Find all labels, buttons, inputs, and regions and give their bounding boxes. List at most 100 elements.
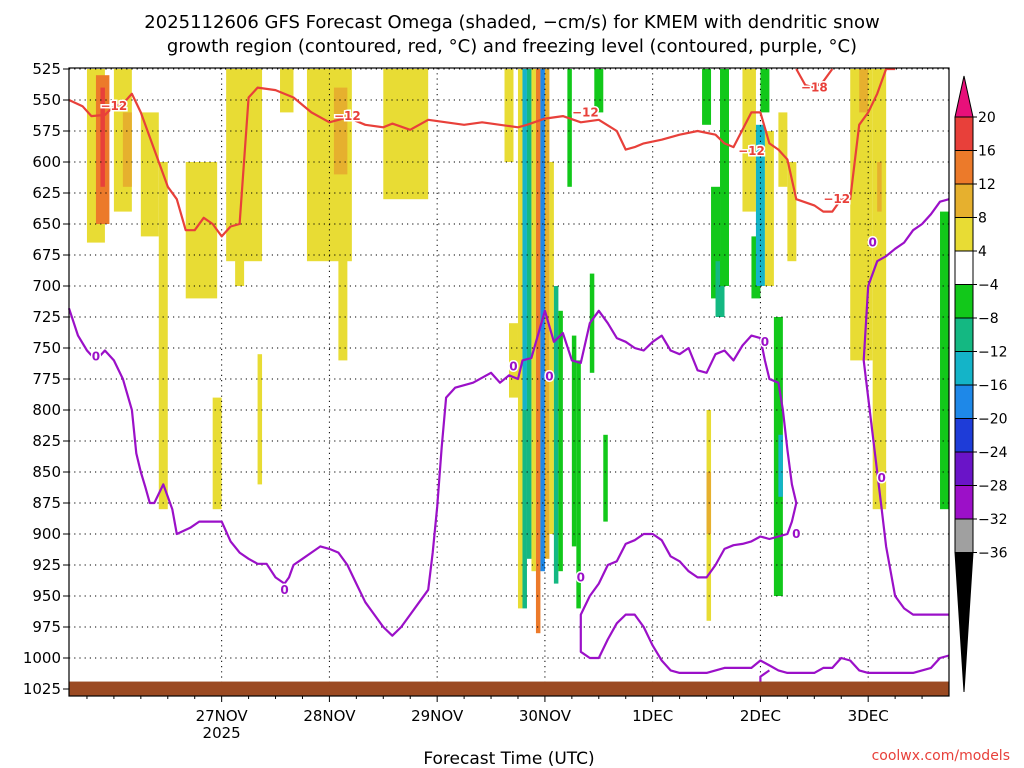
- colorbar-label: 16: [978, 144, 996, 160]
- colorbar-segment: [954, 518, 974, 553]
- omega-cell: [122, 112, 132, 187]
- freezing-level-line: [862, 198, 950, 616]
- omega-cell: [235, 211, 245, 286]
- y-tick-label: 675: [32, 246, 61, 264]
- contour-lines: [67, 67, 950, 689]
- y-tick-label: 900: [32, 525, 61, 543]
- y-tick-label: 550: [32, 91, 61, 109]
- colorbar-segment: [954, 418, 974, 453]
- omega-cell: [526, 69, 532, 559]
- contour-label: 0: [92, 350, 100, 364]
- omega-cell: [522, 69, 527, 410]
- omega-cell: [553, 286, 559, 584]
- chart-title-line-2: growth region (contoured, red, °C) and f…: [167, 36, 857, 57]
- y-tick-label: 925: [32, 556, 61, 574]
- omega-cell: [877, 162, 882, 212]
- omega-cell: [544, 69, 550, 559]
- colorbar-segment: [954, 116, 974, 151]
- y-tick-label: 975: [32, 618, 61, 636]
- x-tick-label: 28NOV: [303, 707, 356, 725]
- omega-cell: [715, 261, 725, 317]
- x-tick-label: 29NOV: [411, 707, 464, 725]
- contour-label: −12: [334, 109, 361, 123]
- y-tick-label: 525: [32, 60, 61, 78]
- dgz-contour-line: [68, 67, 896, 238]
- omega-cell: [257, 354, 263, 485]
- omega-cell: [850, 69, 873, 361]
- ground-surface: [69, 681, 949, 696]
- y-tick-label: 1025: [23, 680, 61, 698]
- colorbar-label: 8: [978, 211, 987, 227]
- plot-area: −12 −12 −12 −12 −12 −18 0 0 0 0 0 0 0 0 0: [67, 67, 950, 697]
- x-tick-sublabel: 2025: [203, 724, 241, 742]
- dotted-grid: [69, 68, 949, 696]
- omega-cell: [760, 69, 770, 113]
- omega-cell: [517, 69, 523, 609]
- colorbar-segment: [954, 150, 974, 185]
- colorbar-segment: [954, 485, 974, 520]
- omega-cell: [778, 434, 783, 497]
- omega-cell: [549, 162, 554, 534]
- y-tick-label: 775: [32, 370, 61, 388]
- colorbar-segment: [954, 183, 974, 218]
- omega-cell: [859, 69, 869, 113]
- colorbar-label: −16: [978, 378, 1008, 394]
- colorbar-label: 20: [978, 110, 996, 126]
- colorbar-label: −32: [978, 512, 1008, 528]
- omega-cell: [742, 69, 756, 212]
- colorbar-label: 4: [978, 244, 987, 260]
- omega-cell: [410, 112, 420, 162]
- omega-cell: [567, 69, 572, 187]
- omega-cell: [509, 323, 518, 398]
- omega-cell: [535, 69, 541, 634]
- contour-label: −12: [738, 144, 765, 158]
- colorbar-segment: [954, 284, 974, 319]
- omega-cell: [702, 69, 712, 125]
- dgz-contour-line: [795, 68, 834, 89]
- colorbar-label: −28: [978, 479, 1008, 495]
- colorbar-label: −36: [978, 546, 1008, 562]
- omega-cell: [140, 112, 159, 237]
- omega-cell: [778, 112, 788, 187]
- omega-cell: [711, 186, 721, 299]
- omega-cell: [280, 69, 294, 113]
- colorbar-segment: [954, 317, 974, 352]
- colorbar-segment: [954, 250, 974, 285]
- omega-cell: [333, 87, 348, 175]
- y-tick-label: 725: [32, 308, 61, 326]
- x-axis-label: Forecast Time (UTC): [423, 749, 594, 768]
- omega-cell: [558, 310, 563, 572]
- y-tick-label: 700: [32, 277, 61, 295]
- omega-cell: [100, 87, 105, 187]
- y-tick-label: 850: [32, 463, 61, 481]
- colorbar-label: 12: [978, 177, 996, 193]
- pressure-axis: 525 550 575 600 625 650 675 700 725 750 775 800 825 8…: [23, 60, 69, 698]
- plot-frame: [68, 67, 950, 697]
- y-tick-label: 750: [32, 339, 61, 357]
- contour-label: 0: [545, 370, 553, 384]
- omega-cell: [787, 162, 797, 262]
- contour-label: −12: [101, 99, 128, 113]
- freezing-level-line: [67, 307, 950, 675]
- omega-cell: [589, 273, 595, 373]
- credit-text: coolwx.com/models: [872, 748, 1010, 764]
- colorbar-label: −4: [978, 278, 999, 294]
- omega-cell: [383, 69, 429, 200]
- colorbar-bottom-arrow: [954, 552, 974, 693]
- contour-label: 0: [868, 236, 876, 250]
- contour-label: −12: [572, 105, 599, 119]
- y-tick-label: 800: [32, 401, 61, 419]
- contour-label: 0: [509, 360, 517, 374]
- contour-label: 0: [280, 583, 288, 597]
- omega-cell: [720, 69, 729, 286]
- contour-label: 0: [792, 527, 800, 541]
- omega-cell: [594, 69, 604, 113]
- omega-cell: [576, 360, 581, 609]
- y-tick-label: 875: [32, 494, 61, 512]
- y-tick-label: 625: [32, 184, 61, 202]
- omega-cell: [158, 162, 168, 510]
- x-tick-label: 27NOV: [196, 707, 249, 725]
- omega-cell: [872, 69, 887, 510]
